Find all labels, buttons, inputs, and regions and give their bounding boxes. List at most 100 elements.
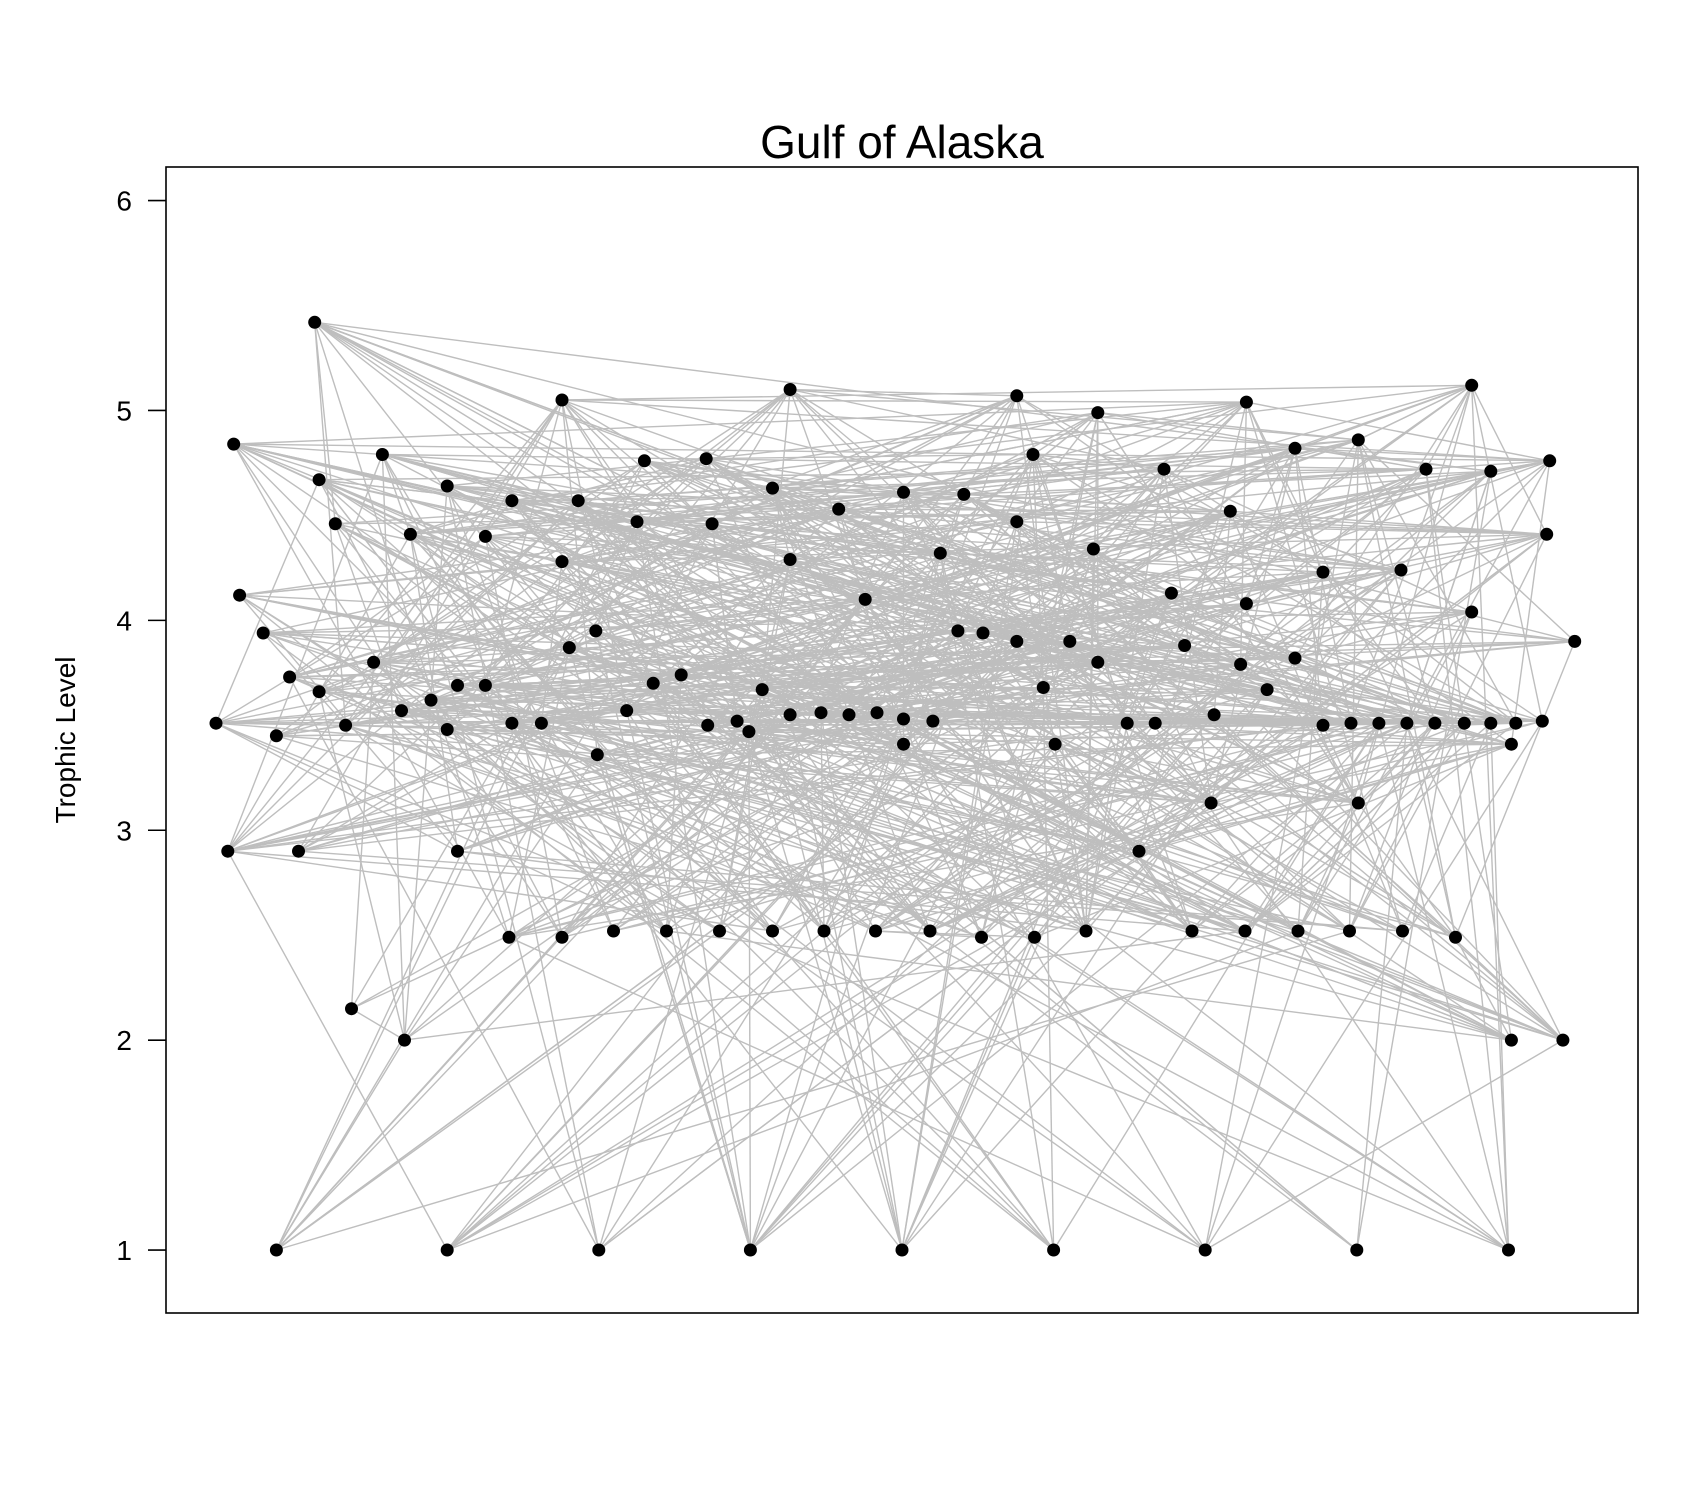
food-web-edge — [823, 640, 1071, 932]
food-web-edge — [1425, 384, 1473, 470]
food-web-edge — [749, 714, 1215, 1251]
food-web-edge — [748, 611, 1472, 733]
food-web-edge — [626, 533, 1547, 712]
food-web-edge — [707, 724, 1512, 1041]
food-web-edge — [1348, 533, 1548, 932]
food-web-edge — [1454, 641, 1576, 938]
y-tick-label: 4 — [116, 605, 132, 636]
species-node — [233, 588, 247, 602]
food-web-edge — [772, 720, 1543, 932]
species-node — [1010, 389, 1024, 403]
food-web-edge — [1406, 460, 1551, 724]
species-node — [339, 718, 353, 732]
food-web-edge — [318, 395, 1018, 693]
species-node — [1063, 634, 1077, 648]
species-node — [592, 1243, 606, 1257]
food-web-edge — [404, 930, 1246, 1041]
species-node — [1484, 464, 1498, 478]
species-node — [221, 844, 235, 858]
food-web-edge — [1244, 722, 1492, 932]
food-web-edge — [1154, 688, 1268, 724]
species-node — [951, 624, 965, 638]
food-web-edge — [1054, 743, 1193, 932]
food-web-edge — [561, 399, 1550, 462]
food-web-edge — [748, 559, 791, 732]
species-node — [1316, 565, 1330, 579]
food-web-edge — [1356, 723, 1408, 1251]
food-web-edge — [707, 724, 1193, 932]
food-web-edge — [1425, 469, 1510, 1251]
food-web-edge — [981, 689, 1268, 938]
food-web-edge — [275, 930, 720, 1251]
food-web-edge — [410, 487, 773, 535]
food-web-edge — [381, 454, 406, 1041]
food-web-edge — [508, 743, 1056, 938]
species-node — [1157, 462, 1171, 476]
food-web-edge — [561, 493, 964, 563]
food-web-edge — [508, 722, 1408, 938]
food-web-edge — [595, 630, 752, 1251]
species-node — [440, 1243, 454, 1257]
edges-layer — [215, 321, 1576, 1251]
species-node — [1504, 737, 1518, 751]
food-web-edge — [644, 460, 773, 489]
species-node — [975, 930, 988, 944]
species-node — [555, 555, 569, 569]
food-web-edge — [1297, 722, 1436, 932]
species-node — [1540, 527, 1554, 541]
food-web-edge — [901, 722, 1380, 1251]
food-web-edge — [644, 460, 1408, 724]
food-web-edge — [314, 322, 336, 524]
species-node — [1198, 1243, 1212, 1257]
food-web-edge — [447, 722, 512, 731]
species-node — [858, 592, 872, 606]
food-web-edge — [403, 754, 598, 1041]
food-web-edge — [410, 500, 513, 535]
species-node — [1260, 683, 1274, 697]
food-web-edge — [595, 533, 1547, 632]
species-node — [1238, 924, 1252, 938]
food-web-edge — [1266, 688, 1512, 745]
food-web-edge — [457, 460, 1550, 687]
food-web-edge — [263, 611, 1472, 634]
food-web-edge — [1154, 533, 1548, 724]
food-web-edge — [484, 535, 825, 932]
species-node — [505, 716, 519, 730]
species-node — [1316, 718, 1330, 732]
food-web-edge — [227, 439, 1359, 852]
species-node — [1148, 716, 1162, 730]
food-web-edge — [215, 460, 1550, 724]
food-web-edge — [569, 401, 1247, 649]
species-node — [1291, 924, 1305, 938]
food-web-edge — [1154, 722, 1564, 1041]
food-web-edge — [848, 688, 1268, 716]
food-web-edge — [1097, 411, 1359, 441]
species-node — [842, 708, 856, 722]
species-node — [269, 1243, 283, 1257]
food-web-edge — [652, 384, 1472, 684]
food-web-edge — [318, 468, 1165, 693]
species-node — [395, 704, 408, 718]
species-node — [1010, 515, 1024, 529]
species-node — [1223, 504, 1237, 518]
species-node — [312, 473, 326, 487]
food-web-edge — [1425, 469, 1513, 1041]
y-tick-label: 3 — [116, 815, 132, 846]
food-web-edge — [403, 485, 448, 1041]
food-web-edge — [561, 523, 713, 563]
food-web-edge — [314, 321, 1575, 643]
food-web-edge — [902, 718, 983, 938]
food-web-edge — [561, 533, 1547, 563]
food-web-edge — [1322, 571, 1436, 724]
food-web-edge — [276, 722, 1435, 737]
food-web-edge — [644, 460, 904, 493]
food-web-edge — [227, 447, 1296, 852]
species-node — [424, 693, 438, 707]
food-web-edge — [275, 647, 570, 1251]
food-web-edge — [345, 724, 720, 932]
species-node — [1504, 1033, 1518, 1047]
food-web-edge — [598, 533, 1548, 1251]
food-web-edge — [929, 470, 1492, 932]
food-web-edge — [568, 647, 752, 1251]
food-web-edge — [1210, 460, 1551, 804]
